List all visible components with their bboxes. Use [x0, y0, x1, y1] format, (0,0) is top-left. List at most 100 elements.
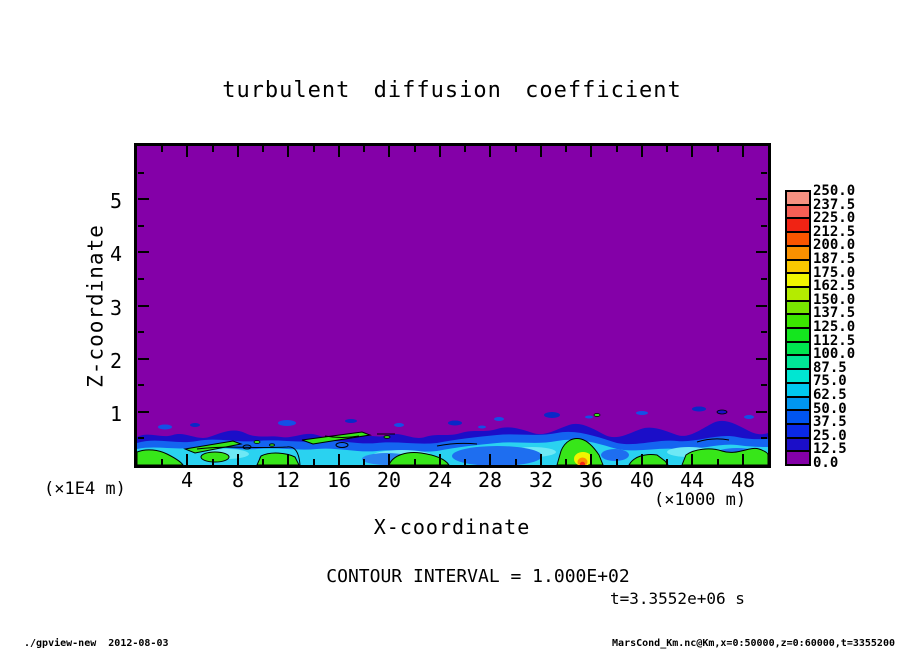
x-tick: [742, 454, 744, 465]
z-tick: [761, 331, 767, 333]
x-tick: [237, 146, 239, 157]
x-tick-label: 4: [180, 468, 194, 492]
z-tick: [138, 225, 144, 227]
x-tick: [313, 459, 315, 465]
x-tick: [691, 454, 693, 465]
x-tick-label: 24: [427, 468, 453, 492]
x-tick: [742, 146, 744, 157]
x-tick: [717, 459, 719, 465]
x-tick: [666, 146, 668, 152]
x-tick: [489, 146, 491, 157]
x-tick: [262, 146, 264, 152]
plot-title: turbulent diffusion coefficient: [222, 78, 682, 103]
z-tick: [138, 411, 149, 413]
colorbar-tick-label: 25.0: [813, 427, 847, 444]
x-tick: [515, 146, 517, 152]
x-tick: [388, 146, 390, 157]
colorbar-tick-label: 100.0: [813, 346, 856, 363]
x-tick: [590, 146, 592, 157]
colorbar-cell: [787, 397, 809, 412]
colorbar-tick-label: 112.5: [813, 332, 856, 349]
colorbar-tick-label: 187.5: [813, 251, 856, 267]
colorbar-cell: [787, 260, 809, 275]
z-tick: [761, 172, 767, 174]
x-tick-label: 12: [275, 468, 301, 492]
x-tick-label: 20: [376, 468, 402, 492]
x-tick: [212, 459, 214, 465]
x-tick: [363, 459, 365, 465]
x-tick: [262, 459, 264, 465]
colorbar-cell: [787, 424, 809, 439]
x-tick: [515, 459, 517, 465]
z-tick: [138, 172, 144, 174]
x-tick: [489, 454, 491, 465]
colorbar-cell: [787, 452, 809, 465]
x-tick: [287, 454, 289, 465]
x-tick: [338, 454, 340, 465]
x-tick: [565, 459, 567, 465]
colorbar-cell: [787, 356, 809, 371]
colorbar-tick-label: 137.5: [813, 305, 856, 322]
z-tick: [761, 278, 767, 280]
x-tick-label: 48: [730, 468, 756, 492]
x-tick: [616, 146, 618, 152]
z-tick-label: 1: [109, 402, 122, 426]
colorbar-tick-label: 200.0: [813, 237, 856, 254]
plot-area: [136, 146, 769, 467]
x-tick: [641, 454, 643, 465]
z-tick: [138, 251, 149, 253]
x-tick: [439, 146, 441, 157]
x-tick: [186, 454, 188, 465]
colorbar: [785, 190, 811, 466]
z-tick-label: 2: [109, 349, 122, 373]
x-tick-label: 32: [528, 468, 554, 492]
z-tick: [138, 331, 144, 333]
colorbar-tick-label: 162.5: [813, 278, 856, 295]
x-tick-label: 44: [679, 468, 705, 492]
x-tick: [717, 146, 719, 152]
footer-dataset: MarsCond_Km.nc@Km,x=0:50000,z=0:60000,t=…: [612, 638, 895, 649]
x-tick: [540, 146, 542, 157]
x-tick: [439, 454, 441, 465]
y-axis-unit-note: (×1E4 m): [44, 479, 126, 499]
x-tick-label: 36: [578, 468, 604, 492]
colorbar-cell: [787, 233, 809, 247]
colorbar-cell: [787, 411, 809, 425]
z-tick: [756, 411, 767, 413]
x-tick: [313, 146, 315, 152]
x-tick: [338, 146, 340, 157]
z-tick: [138, 437, 144, 439]
z-tick: [138, 305, 149, 307]
x-axis-label: X-coordinate: [373, 515, 531, 539]
colorbar-cell: [787, 438, 809, 453]
x-tick: [540, 454, 542, 465]
colorbar-tick-label: 75.0: [813, 373, 847, 390]
x-tick: [641, 146, 643, 157]
z-tick-label: 4: [109, 242, 122, 266]
colorbar-cell: [787, 246, 809, 261]
z-tick: [761, 225, 767, 227]
x-tick: [666, 459, 668, 465]
colorbar-cell: [787, 315, 809, 330]
x-tick: [161, 459, 163, 465]
colorbar-cell: [787, 205, 809, 220]
z-tick: [756, 251, 767, 253]
colorbar-tick-label: 62.5: [813, 387, 847, 403]
colorbar-tick-label: 37.5: [813, 414, 847, 431]
colorbar-cell: [787, 383, 809, 398]
z-tick-label: 3: [109, 296, 122, 320]
z-tick: [756, 198, 767, 200]
x-tick: [237, 454, 239, 465]
colorbar-tick-label: 0.0: [813, 455, 839, 471]
x-tick: [414, 459, 416, 465]
x-tick: [616, 459, 618, 465]
x-tick-label: 16: [326, 468, 352, 492]
colorbar-tick-label: 250.0: [813, 183, 856, 199]
colorbar-tick-label: 50.0: [813, 400, 847, 417]
x-tick: [212, 146, 214, 152]
z-tick: [756, 305, 767, 307]
x-tick: [287, 146, 289, 157]
colorbar-cell: [787, 219, 809, 234]
colorbar-cell: [787, 287, 809, 302]
time-label: t=3.3552e+06 s: [610, 589, 745, 608]
